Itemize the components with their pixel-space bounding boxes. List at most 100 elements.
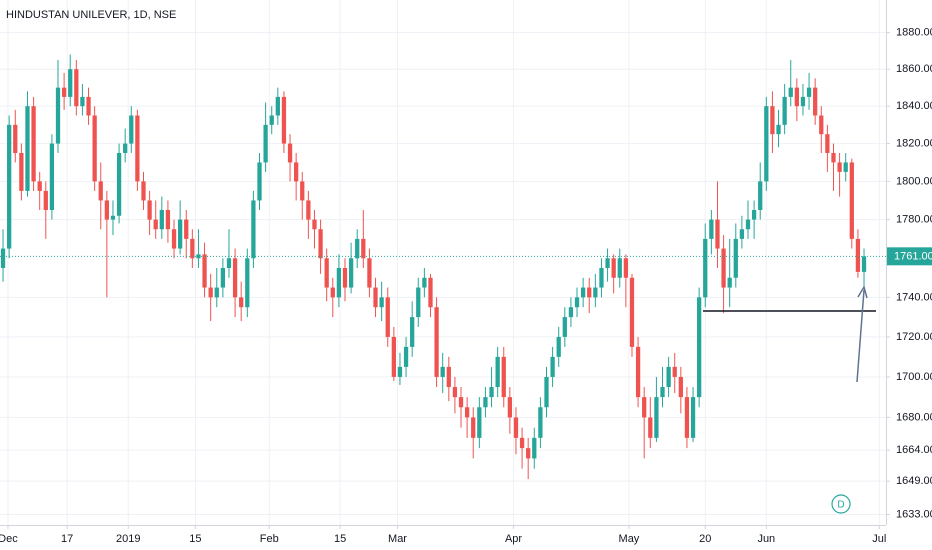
candle-body (813, 87, 818, 116)
x-tick-label: Jul (872, 533, 886, 545)
candle-body (428, 277, 433, 308)
candle-body (263, 124, 268, 163)
candle-body (171, 229, 177, 249)
candle-body (416, 287, 421, 318)
candle-body (794, 87, 799, 107)
candle-body (92, 115, 97, 182)
candle-body (410, 317, 415, 347)
candle-body (800, 96, 806, 107)
candle-body (690, 397, 696, 438)
last-price-box (887, 247, 932, 266)
candle-body (758, 181, 763, 211)
candle-body (275, 96, 280, 116)
candle-body (31, 106, 36, 182)
candle-body (287, 143, 293, 163)
y-tick-label: 1880.00 (896, 27, 932, 39)
candle-body (605, 258, 610, 269)
candle-body (220, 268, 226, 288)
candle-body (135, 115, 140, 182)
y-tick-label: 1720.00 (896, 331, 932, 343)
candle-body (55, 87, 61, 144)
candles (0, 54, 867, 480)
candle-body (239, 297, 244, 308)
candle-body (733, 238, 738, 278)
candle-body (538, 407, 543, 438)
candle-body (782, 96, 787, 125)
candle-body (715, 219, 720, 249)
candle-body (190, 238, 195, 259)
candle-body (703, 238, 708, 298)
candle-body (806, 87, 812, 97)
y-tick-label: 1840.00 (896, 100, 932, 112)
candle-body (452, 387, 458, 398)
candle-body (446, 366, 451, 388)
candle-body (623, 258, 629, 278)
candle-body (159, 210, 164, 230)
candle-body (739, 229, 745, 239)
candle-body (776, 124, 781, 135)
candle-body (312, 219, 317, 230)
arrow-head (857, 285, 868, 299)
candle-body (355, 238, 360, 259)
candle-body (367, 258, 372, 288)
y-tick-label: 1649.00 (896, 475, 932, 487)
candle-body (336, 268, 342, 298)
candle-body (361, 238, 366, 259)
candle-body (245, 258, 250, 308)
candle-body (580, 287, 586, 298)
candle-body (403, 346, 409, 367)
candle-body (843, 162, 848, 172)
x-tick-label: 15 (334, 533, 346, 545)
candle-body (562, 317, 567, 337)
candle-body (751, 210, 757, 220)
candle-body (434, 307, 439, 377)
candle-body (611, 258, 616, 278)
candle-body (599, 268, 604, 288)
candle-body (25, 106, 30, 191)
candle-body (98, 181, 103, 201)
candle-body (202, 254, 207, 288)
candle-body (342, 268, 348, 288)
x-tick-label: 20 (699, 533, 711, 545)
candle-body (678, 376, 683, 398)
y-tick-label: 1664.00 (896, 444, 932, 456)
chart-title: HINDUSTAN UNILEVER, 1D, NSE (6, 9, 176, 21)
candle-body (819, 115, 824, 135)
candle-body (556, 336, 561, 357)
candle-body (471, 417, 476, 438)
candle-body (7, 124, 12, 249)
candle-body (269, 115, 274, 125)
candle-body (477, 407, 482, 438)
candle-body (177, 219, 183, 249)
candle-body (574, 297, 580, 308)
x-tick-label: Apr (505, 533, 522, 545)
candle-body (391, 336, 396, 377)
candle-body (684, 397, 690, 438)
x-tick-label: Jun (757, 533, 775, 545)
candle-body (831, 152, 836, 163)
candle-body (141, 181, 146, 201)
candle-body (74, 69, 79, 107)
x-tick-label: Feb (260, 533, 279, 545)
candle-body (849, 162, 854, 239)
candle-body (654, 397, 659, 438)
dividend-marker (831, 494, 851, 514)
y-tick-label: 1700.00 (896, 371, 932, 383)
candle-body (324, 258, 329, 288)
candle-body (501, 356, 506, 398)
candle-body (788, 87, 793, 97)
x-tick-label: 15 (189, 533, 201, 545)
candle-body (587, 287, 592, 298)
candle-body (306, 200, 311, 220)
candle-body (251, 200, 256, 259)
candle-body (440, 366, 445, 377)
candle-body (550, 356, 555, 377)
candle-body (544, 376, 549, 408)
y-tick-label: 1860.00 (896, 63, 932, 75)
candle-body (855, 238, 861, 272)
candle-body (458, 397, 464, 408)
candle-body (593, 287, 598, 298)
candle-body (709, 219, 714, 239)
